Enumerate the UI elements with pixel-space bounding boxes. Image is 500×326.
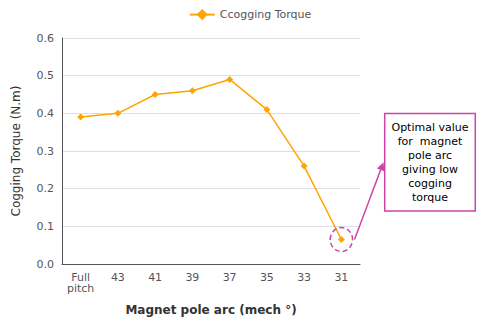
svg-text:Ccogging Torque: Ccogging Torque [220, 8, 312, 21]
svg-text:43: 43 [111, 271, 125, 284]
svg-text:pitch: pitch [67, 282, 94, 295]
svg-text:Magnet pole arc (mech °): Magnet pole arc (mech °) [125, 303, 296, 317]
svg-text:0.3: 0.3 [37, 145, 55, 158]
svg-text:37: 37 [223, 271, 237, 284]
svg-text:Optimal value: Optimal value [391, 121, 468, 134]
svg-text:0.1: 0.1 [37, 220, 55, 233]
svg-text:33: 33 [297, 271, 311, 284]
svg-text:0.5: 0.5 [37, 69, 55, 82]
svg-text:31: 31 [334, 271, 348, 284]
svg-text:39: 39 [185, 271, 199, 284]
svg-text:0.0: 0.0 [37, 258, 55, 271]
svg-text:Full: Full [71, 271, 90, 284]
svg-text:0.6: 0.6 [37, 32, 55, 45]
svg-text:for magnet: for magnet [398, 135, 463, 148]
svg-text:Cogging Torque (N.m): Cogging Torque (N.m) [9, 86, 23, 217]
svg-text:torque: torque [412, 191, 448, 204]
svg-text:35: 35 [260, 271, 274, 284]
svg-text:giving low: giving low [402, 163, 458, 176]
svg-text:41: 41 [148, 271, 162, 284]
svg-text:0.4: 0.4 [37, 107, 55, 120]
svg-text:0.2: 0.2 [37, 182, 55, 195]
svg-text:pole arc: pole arc [408, 149, 452, 162]
svg-text:cogging: cogging [408, 177, 452, 190]
